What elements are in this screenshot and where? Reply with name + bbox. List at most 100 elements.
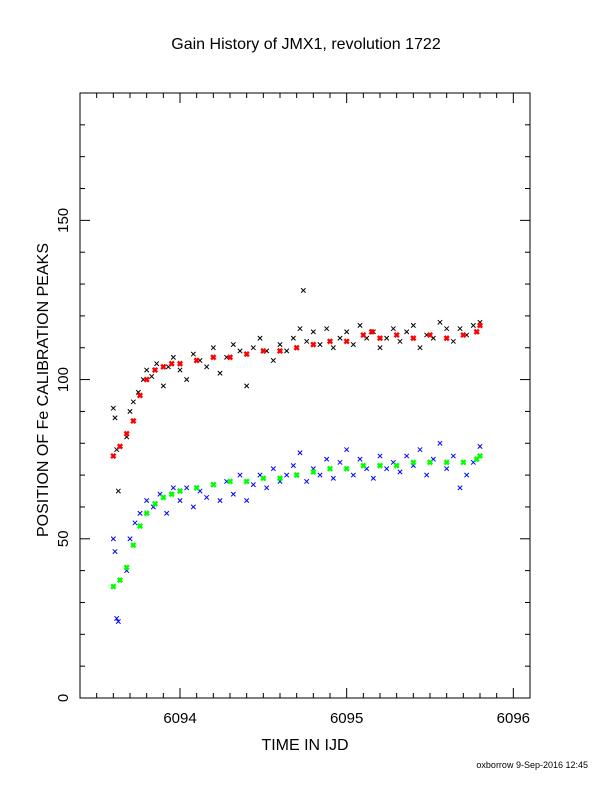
data-point [115,619,121,625]
data-marks [110,287,484,625]
data-point [112,548,118,555]
data-point [304,478,310,485]
plot-frame [79,92,531,699]
data-point [393,462,400,469]
data-point [244,498,250,504]
data-point [457,485,463,491]
data-point [473,328,480,335]
data-point [344,447,350,453]
data-point [149,373,155,379]
data-point [177,367,183,373]
data-point [350,472,356,478]
chart-title: Gain History of JMX1, revolution 1722 [171,36,441,53]
data-point [127,408,133,414]
x-tick-label: 6095 [330,710,363,727]
data-point [154,361,160,367]
data-point [250,345,256,351]
data-point [226,478,234,485]
data-point [123,430,130,437]
data-point [110,583,117,590]
data-point [132,520,138,526]
data-point [244,383,250,389]
data-point [230,491,236,497]
data-point [170,485,176,491]
data-point [210,345,216,351]
y-tick-label: 150 [55,208,72,233]
data-point [290,462,296,469]
data-point [190,504,196,510]
data-point [168,360,175,367]
data-point [243,478,250,485]
data-point [260,347,267,354]
data-point [300,287,306,293]
data-point [290,335,296,341]
data-point [450,338,456,344]
data-point [277,341,283,348]
data-point [376,335,384,342]
data-point [443,335,450,342]
data-point [426,331,434,339]
data-point [168,491,175,498]
data-point [460,331,467,339]
data-point [297,326,303,332]
data-point [143,510,150,517]
series-2 [110,440,483,625]
data-point [384,335,390,341]
data-point [123,564,130,571]
data-point [424,472,430,478]
y-tick-label: 0 [55,694,72,702]
data-point [326,465,334,472]
data-point [393,331,400,339]
data-point [217,498,223,504]
data-point [444,326,450,332]
data-point [160,494,167,501]
data-point [130,542,137,549]
data-point [184,485,190,491]
data-point [250,482,256,488]
data-point [114,615,120,621]
data-point [390,326,396,332]
y-tick-label: 50 [55,530,72,547]
data-point [237,348,243,354]
data-point [293,344,300,351]
data-point [404,329,410,335]
data-point [144,367,150,373]
data-point [477,443,483,450]
data-point [384,466,390,472]
data-point [193,357,200,364]
axis-tick-labels: 6094 6095 6096 0 50 100 150 [55,208,530,727]
data-point [437,440,443,446]
data-point [376,462,384,469]
data-point [130,417,137,425]
data-point [144,498,150,504]
data-point [115,488,121,494]
data-point [170,354,176,360]
data-point [230,341,236,348]
data-point [370,475,376,481]
data-point [330,475,336,481]
data-point [176,487,184,495]
data-point [350,341,356,348]
data-point [464,472,470,478]
data-point [317,341,323,348]
data-point [460,459,467,466]
data-point [444,466,450,472]
x-axis-label: TIME IN IJD [261,737,349,754]
data-point [210,481,217,488]
data-point [337,459,343,465]
data-point [193,484,200,491]
data-point [404,453,410,459]
data-point [397,469,403,475]
data-point [164,510,170,516]
data-point [410,459,417,466]
data-point [310,341,317,348]
data-point [357,322,363,329]
footer-credit: oxborrow 9-Sep-2016 12:45 [476,760,588,770]
data-point [410,335,417,342]
data-point [136,392,144,399]
data-point [137,510,143,516]
data-point [457,326,463,332]
axis-ticks [79,92,531,699]
data-point [160,383,166,389]
data-point [176,360,184,367]
